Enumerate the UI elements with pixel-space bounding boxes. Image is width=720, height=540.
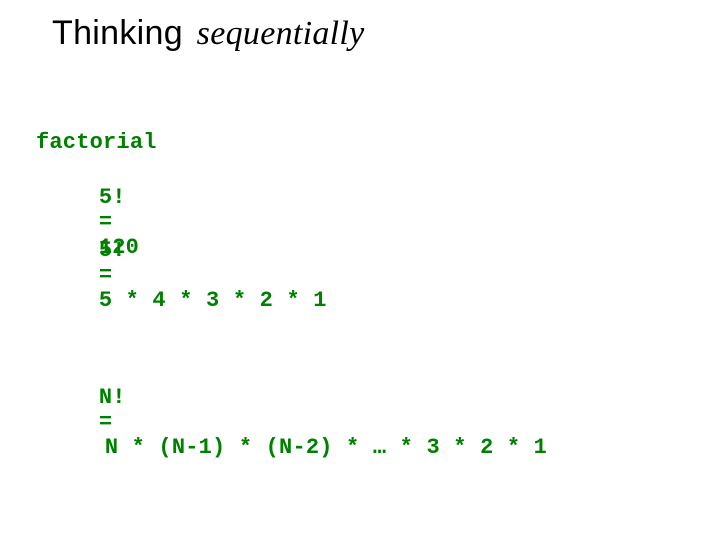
eq2-eq: = — [99, 263, 133, 288]
title-word-1: Thinking — [52, 14, 183, 52]
eq3-eq: = — [99, 410, 133, 435]
eq3-lhs: N! — [99, 385, 159, 410]
slide-title: Thinking sequentially — [52, 14, 365, 53]
title-word-2: sequentially — [197, 15, 365, 52]
eq3-rhs: N * (N-1) * (N-2) * … * 3 * 2 * 1 — [105, 435, 547, 460]
equation-row-2: 5! = 5 * 4 * 3 * 2 * 1 — [72, 213, 327, 313]
eq1-lhs: 5! — [99, 185, 159, 210]
factorial-label: factorial — [36, 130, 157, 155]
eq2-rhs: 5 * 4 * 3 * 2 * 1 — [99, 288, 327, 313]
equation-row-3: N! = N * (N-1) * (N-2) * … * 3 * 2 * 1 — [72, 360, 547, 460]
eq2-lhs: 5! — [99, 238, 159, 263]
